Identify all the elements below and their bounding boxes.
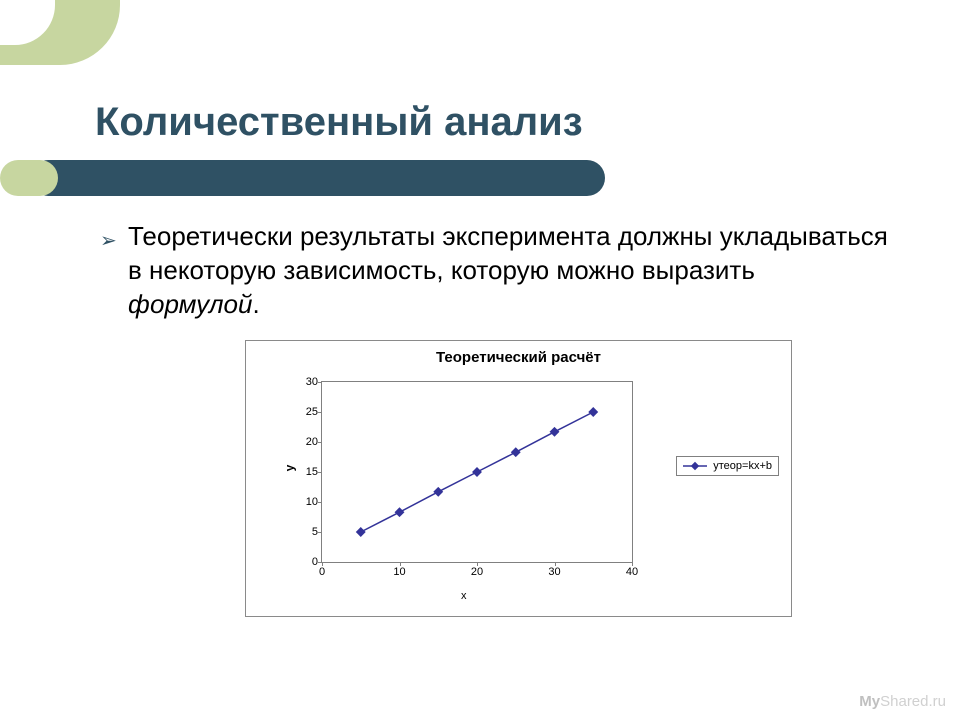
series-marker (472, 467, 482, 477)
corner-decoration (0, 0, 200, 85)
ytick-label: 15 (288, 466, 322, 478)
xtick-mark (477, 562, 478, 566)
xtick-mark (322, 562, 323, 566)
chart-legend: утеор=kx+b (676, 456, 779, 476)
legend-line-icon (683, 461, 707, 471)
legend-swatch (683, 461, 707, 471)
series-marker (395, 507, 405, 517)
body-text: Теоретически результаты эксперимента дол… (128, 220, 888, 321)
ytick-label: 5 (288, 526, 322, 538)
legend-label: утеор=kx+b (713, 460, 772, 472)
series-marker (550, 427, 560, 437)
ytick-label: 0 (288, 556, 322, 568)
watermark: MyShared.ru (859, 693, 946, 710)
series-marker (356, 527, 366, 537)
ytick-label: 10 (288, 496, 322, 508)
series-marker (588, 407, 598, 417)
slide: Количественный анализ ➢ Теоретически рез… (0, 0, 960, 720)
body-text-italic: формулой (128, 289, 252, 319)
series-marker (511, 447, 521, 457)
ytick-label: 30 (288, 376, 322, 388)
bullet-icon: ➢ (100, 228, 117, 253)
series-marker (433, 487, 443, 497)
xtick-mark (400, 562, 401, 566)
ytick-mark (318, 382, 322, 383)
chart-plot-area: 051015202530010203040 (321, 381, 633, 563)
ytick-mark (318, 472, 322, 473)
chart-title: Теоретический расчёт (246, 349, 791, 366)
ytick-label: 20 (288, 436, 322, 448)
chart-container: Теоретический расчёт y x 051015202530010… (245, 340, 792, 617)
watermark-prefix: My (859, 693, 880, 710)
ytick-mark (318, 532, 322, 533)
body-text-pre: Теоретически результаты эксперимента дол… (128, 221, 888, 285)
xtick-mark (632, 562, 633, 566)
body-text-post: . (252, 289, 259, 319)
chart-svg (322, 382, 632, 562)
ytick-mark (318, 502, 322, 503)
band-dark (30, 160, 605, 196)
title-underline-band (0, 160, 960, 202)
xtick-mark (555, 562, 556, 566)
slide-title: Количественный анализ (95, 100, 583, 145)
watermark-suffix: Shared.ru (880, 693, 946, 710)
band-olive (0, 160, 58, 196)
chart-xlabel: x (461, 590, 467, 602)
ytick-mark (318, 412, 322, 413)
ytick-label: 25 (288, 406, 322, 418)
ytick-mark (318, 442, 322, 443)
